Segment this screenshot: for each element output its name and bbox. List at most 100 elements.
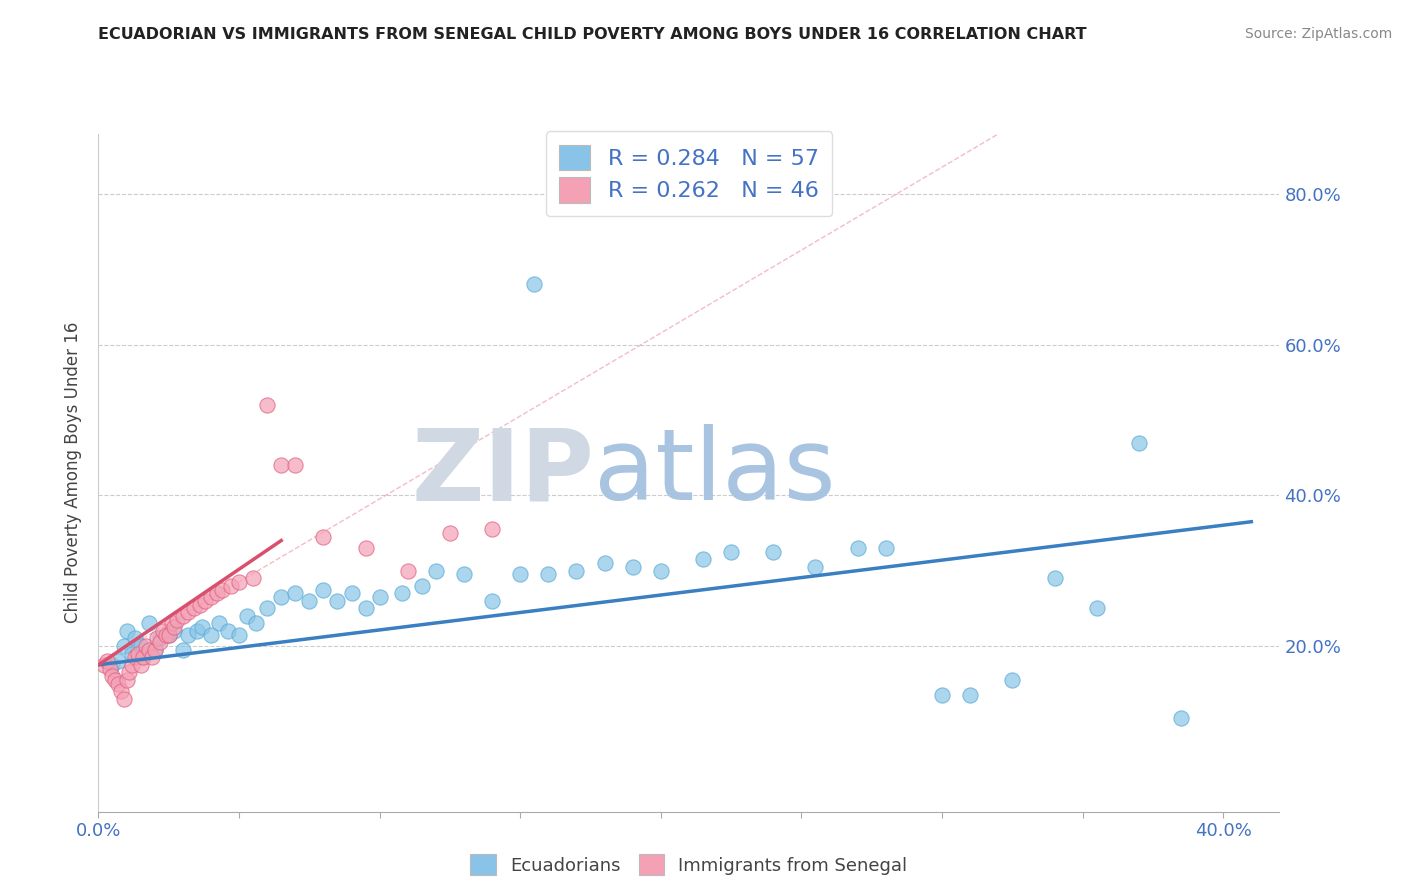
Point: [509, 567, 531, 582]
Point: [242, 571, 264, 585]
Point: [481, 594, 503, 608]
Point: [391, 586, 413, 600]
Text: atlas: atlas: [595, 425, 837, 521]
Point: [149, 632, 172, 646]
Point: [256, 601, 278, 615]
Point: [107, 654, 129, 668]
Point: [177, 628, 200, 642]
Point: [804, 560, 827, 574]
Point: [1043, 571, 1066, 585]
Point: [354, 601, 377, 615]
Point: [107, 676, 129, 690]
Point: [312, 530, 335, 544]
Point: [368, 590, 391, 604]
Text: Source: ZipAtlas.com: Source: ZipAtlas.com: [1244, 27, 1392, 41]
Point: [157, 628, 180, 642]
Point: [115, 673, 138, 687]
Point: [720, 545, 742, 559]
Point: [155, 628, 177, 642]
Point: [121, 647, 143, 661]
Point: [166, 613, 188, 627]
Point: [228, 628, 250, 642]
Text: ECUADORIAN VS IMMIGRANTS FROM SENEGAL CHILD POVERTY AMONG BOYS UNDER 16 CORRELAT: ECUADORIAN VS IMMIGRANTS FROM SENEGAL CH…: [98, 27, 1087, 42]
Point: [931, 688, 953, 702]
Text: ZIP: ZIP: [412, 425, 595, 521]
Point: [172, 642, 194, 657]
Point: [112, 691, 135, 706]
Point: [1001, 673, 1024, 687]
Point: [256, 398, 278, 412]
Point: [228, 574, 250, 589]
Point: [875, 541, 897, 555]
Point: [177, 605, 200, 619]
Point: [453, 567, 475, 582]
Y-axis label: Child Poverty Among Boys Under 16: Child Poverty Among Boys Under 16: [65, 322, 83, 624]
Point: [191, 620, 214, 634]
Point: [650, 564, 672, 578]
Point: [245, 616, 267, 631]
Point: [115, 624, 138, 638]
Point: [121, 657, 143, 672]
Point: [205, 586, 228, 600]
Point: [284, 458, 307, 473]
Point: [101, 657, 124, 672]
Point: [439, 526, 461, 541]
Point: [124, 632, 146, 646]
Point: [354, 541, 377, 555]
Point: [138, 642, 160, 657]
Point: [160, 616, 183, 631]
Point: [98, 662, 121, 676]
Point: [312, 582, 335, 597]
Point: [129, 657, 152, 672]
Point: [340, 586, 363, 600]
Point: [425, 564, 447, 578]
Point: [127, 647, 149, 661]
Point: [270, 590, 292, 604]
Point: [143, 642, 166, 657]
Point: [523, 277, 546, 292]
Point: [481, 522, 503, 536]
Point: [143, 642, 166, 657]
Point: [157, 628, 180, 642]
Point: [183, 601, 205, 615]
Point: [846, 541, 869, 555]
Point: [621, 560, 644, 574]
Point: [211, 582, 233, 597]
Point: [188, 598, 211, 612]
Point: [236, 608, 259, 623]
Point: [692, 552, 714, 566]
Point: [217, 624, 239, 638]
Point: [149, 635, 172, 649]
Point: [270, 458, 292, 473]
Point: [132, 650, 155, 665]
Point: [298, 594, 321, 608]
Point: [208, 616, 231, 631]
Point: [96, 654, 118, 668]
Point: [186, 624, 208, 638]
Point: [104, 673, 127, 687]
Point: [200, 628, 222, 642]
Point: [112, 639, 135, 653]
Point: [565, 564, 588, 578]
Legend: Ecuadorians, Immigrants from Senegal: Ecuadorians, Immigrants from Senegal: [461, 845, 917, 884]
Point: [146, 632, 169, 646]
Point: [124, 650, 146, 665]
Point: [537, 567, 560, 582]
Point: [326, 594, 349, 608]
Point: [132, 650, 155, 665]
Point: [163, 620, 186, 634]
Point: [411, 579, 433, 593]
Point: [959, 688, 981, 702]
Point: [200, 590, 222, 604]
Point: [396, 564, 419, 578]
Point: [219, 579, 242, 593]
Point: [129, 639, 152, 653]
Point: [1085, 601, 1108, 615]
Point: [172, 608, 194, 623]
Point: [138, 616, 160, 631]
Point: [110, 684, 132, 698]
Point: [1128, 435, 1150, 450]
Point: [762, 545, 785, 559]
Point: [194, 594, 217, 608]
Point: [593, 556, 616, 570]
